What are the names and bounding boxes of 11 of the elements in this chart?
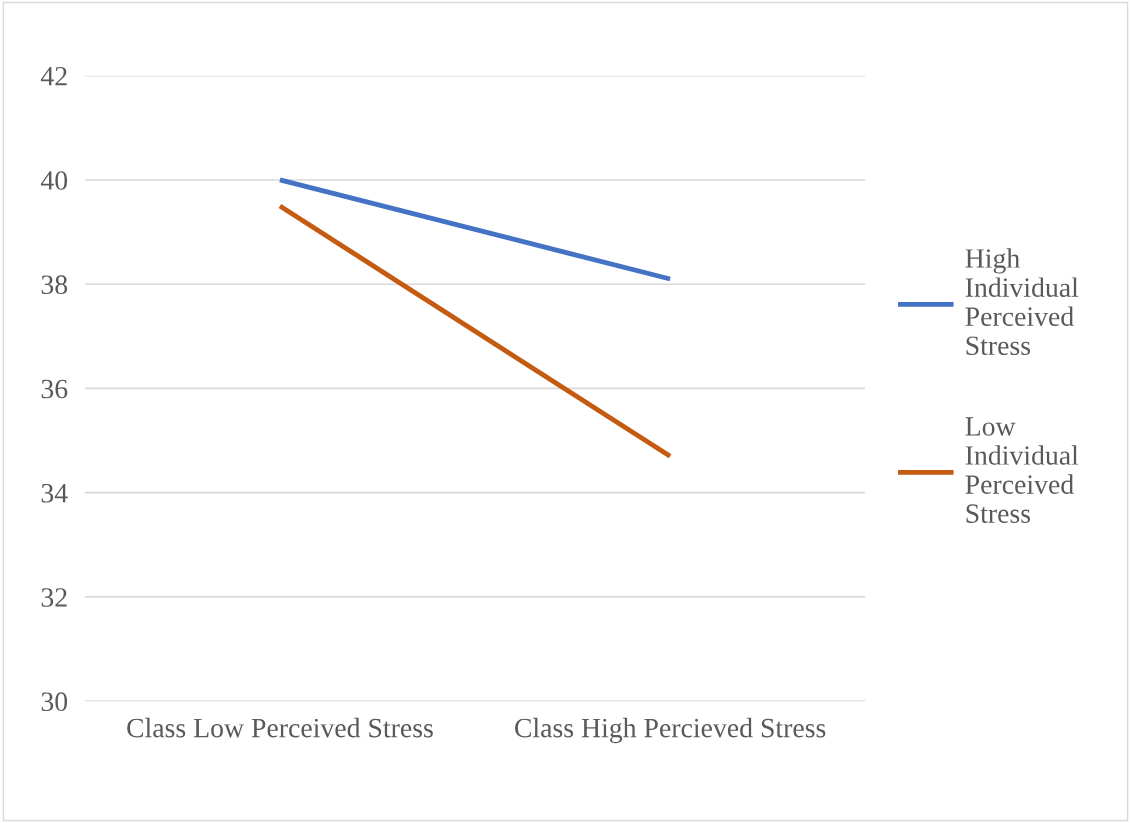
legend-label: Low Individual Perceived Stress [965,417,1079,523]
y-tick-label: 42 [40,66,67,86]
x-tick-label: Class High Percieved Stress [515,717,826,744]
y-tick-label: 40 [40,171,68,190]
y-tick-label: 30 [41,692,68,712]
y-tick-label: 36 [41,379,68,399]
legend-label: High Individual Perceived Stress [965,248,1079,356]
y-tick-label: 32 [41,588,67,607]
x-tick-label: Class Low Perceived Stress [127,717,433,738]
y-tick-label: 38 [41,275,68,295]
y-tick-label: 34 [41,483,68,503]
